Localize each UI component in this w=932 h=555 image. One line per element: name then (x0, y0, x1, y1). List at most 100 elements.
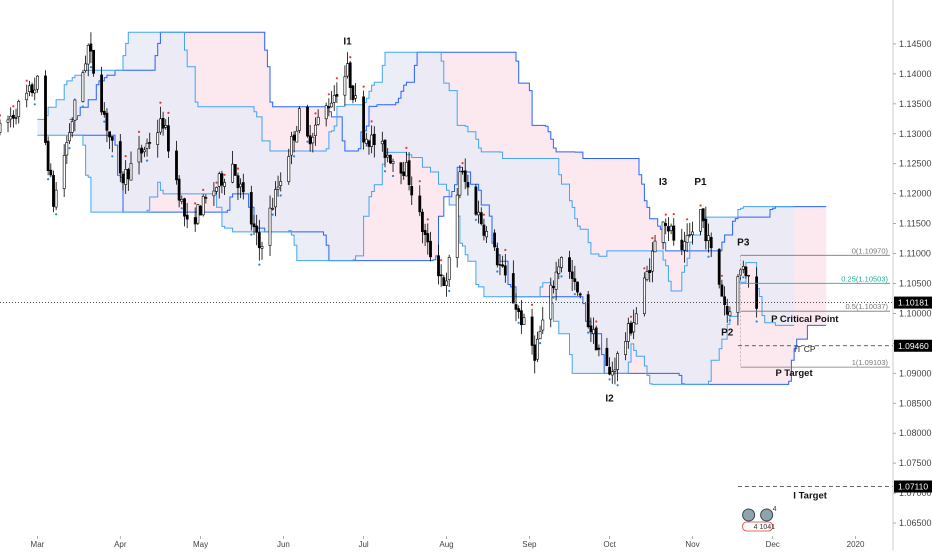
wave-label-p1: P1 (694, 177, 707, 188)
candle-up (62, 155, 66, 189)
candle-down (241, 182, 245, 193)
candle-up (137, 148, 141, 163)
candle-up (683, 241, 686, 251)
candle-up (223, 182, 227, 187)
callout-label: P Target (776, 368, 814, 379)
time-tick-label: Jul (358, 540, 368, 549)
time-tick-label: Dec (766, 540, 780, 549)
candle-up (295, 130, 299, 143)
candle-up (538, 331, 542, 340)
candle-up (685, 235, 689, 243)
candle-up (273, 189, 277, 208)
time-tick-label: Sep (522, 540, 537, 549)
candle-down (530, 316, 534, 346)
candle-down (177, 178, 181, 201)
candle-up (736, 276, 740, 313)
candle-down (126, 169, 130, 180)
signal-dot-low (55, 213, 58, 216)
candle-down (501, 264, 505, 267)
candle-down (255, 225, 259, 233)
candle-up (447, 257, 451, 280)
candle-up (25, 92, 29, 101)
candle-down (367, 140, 371, 147)
price-tick-label: 1.08500 (899, 398, 932, 408)
candle-up (707, 235, 710, 241)
signal-dot-high (405, 146, 408, 149)
candle-down (92, 49, 96, 74)
candle-up (386, 154, 390, 158)
candle-down (578, 293, 582, 296)
candle-down (466, 182, 470, 188)
signal-dot-high (159, 101, 162, 104)
signal-dot-high (426, 218, 429, 221)
candle-down (648, 269, 652, 273)
candle-down (167, 125, 170, 152)
candle-up (129, 163, 133, 181)
candle-down (102, 110, 106, 115)
signal-dot-high (12, 105, 15, 108)
candle-up (239, 183, 243, 188)
signal-dot-low (103, 120, 106, 123)
candle-up (642, 277, 646, 314)
candle-up (380, 140, 384, 145)
candle-up (632, 322, 636, 333)
signal-dot-low (448, 289, 451, 293)
candle-down (233, 164, 237, 176)
candle-up (260, 246, 264, 249)
candle-down (418, 195, 422, 213)
candle-up (324, 105, 328, 120)
signal-dot-low (68, 147, 71, 150)
candle-up (145, 142, 149, 149)
signal-dot-high (215, 181, 218, 184)
price-tick-label: 1.10500 (899, 278, 932, 288)
candle-up (522, 317, 526, 325)
fib-level-label: 0(1.10970) (852, 246, 889, 255)
wave-label-i1: I1 (343, 37, 352, 48)
candle-down (482, 224, 486, 236)
candle-up (741, 266, 745, 270)
price-axis[interactable]: 1.14500 1.14000 1.13500 1.13000 1.12500 1.120… (892, 0, 932, 550)
signal-dot-high (672, 213, 675, 216)
candle-down (479, 212, 483, 225)
signal-dot-low (707, 255, 710, 258)
candle-down (121, 173, 125, 184)
price-tag-label: 1.07110 (898, 481, 928, 491)
candle-down (426, 233, 430, 243)
candle-up (217, 173, 221, 187)
inner-band-upper (37, 31, 795, 292)
signal-dot-low (742, 276, 745, 279)
candle-up (0, 122, 2, 133)
candle-up (616, 353, 620, 370)
price-tick-label: 1.06500 (899, 518, 932, 528)
time-tick-label: Nov (685, 540, 699, 549)
wave-label-i3: I3 (659, 177, 668, 188)
candle-down (110, 136, 114, 141)
candle-up (279, 181, 283, 186)
candle-down (511, 273, 515, 304)
time-axis[interactable]: Mar Apr May Jun Jul Aug Sep Oct Nov Dec 2020 (31, 536, 865, 549)
price-tick-label: 1.08000 (899, 428, 932, 438)
signal-dot-low (587, 331, 590, 334)
candle-up (549, 284, 553, 320)
candle-up (554, 271, 558, 290)
signal-dot-high (418, 180, 421, 183)
candle-up (477, 211, 481, 216)
candle-down (399, 162, 403, 174)
candle-up (346, 63, 350, 77)
candle-down (372, 133, 376, 145)
price-tick-label: 1.12500 (899, 159, 932, 169)
candle-up (73, 99, 77, 121)
candle-down (701, 208, 705, 221)
signal-dot-low (755, 320, 758, 323)
candle-down (362, 96, 366, 143)
candle-down (680, 239, 684, 251)
inner-band-lower (37, 134, 795, 385)
candle-up (289, 136, 293, 156)
signal-dot-high (629, 315, 633, 318)
candle-down (666, 226, 670, 232)
time-tick-label: Apr (114, 540, 127, 549)
candle-down (407, 160, 411, 186)
signal-dot-low (145, 159, 149, 162)
